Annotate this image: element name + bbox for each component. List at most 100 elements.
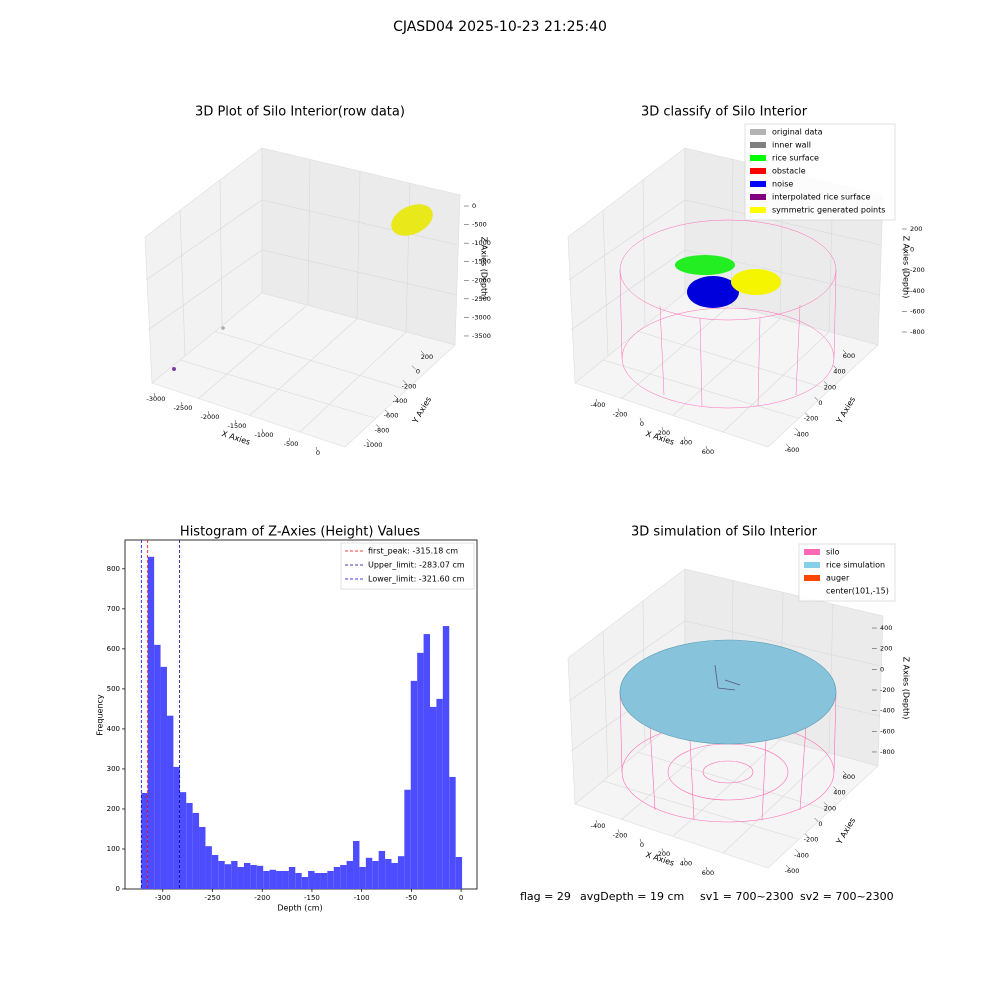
- legend-label: noise: [772, 180, 793, 189]
- tick-mark: [402, 380, 407, 385]
- tick-mark: [366, 438, 371, 443]
- tick-mark: [823, 381, 828, 386]
- x-tick-label: -1500: [228, 422, 247, 430]
- tick-mark: [683, 436, 686, 441]
- bar: [243, 862, 251, 889]
- legend-swatch: [750, 155, 766, 161]
- y-tick-label: 800: [107, 565, 120, 573]
- bar: [449, 776, 456, 889]
- y-tick-label: -200: [804, 415, 819, 423]
- z-tick-label: -200: [880, 686, 895, 694]
- bar: [455, 856, 463, 889]
- tick-mark: [705, 445, 708, 450]
- bar: [166, 715, 174, 889]
- bar: [160, 666, 167, 889]
- bar: [327, 870, 334, 889]
- y-tick-label: 600: [843, 773, 855, 781]
- y-tick-label: 500: [107, 685, 120, 693]
- x-tick-label: -2500: [174, 404, 193, 412]
- bar: [231, 860, 238, 889]
- y-tick-label: 0: [818, 820, 822, 828]
- bar: [282, 870, 289, 889]
- chart-title: 3D classify of Silo Interior: [641, 105, 808, 120]
- tick-mark: [617, 829, 620, 834]
- x-tick-label: -50: [406, 894, 417, 902]
- point-cloud: [731, 269, 781, 295]
- tick-mark: [833, 365, 838, 370]
- bar: [237, 866, 244, 889]
- y-tick-label: 200: [824, 804, 836, 812]
- legend-label: first_peak: -315.18 cm: [368, 547, 458, 556]
- tick-mark: [833, 786, 838, 791]
- y-tick-label: 400: [833, 789, 845, 797]
- tick-mark: [375, 424, 380, 429]
- tick-mark: [842, 349, 847, 354]
- legend-label: symmetric generated points: [772, 206, 885, 215]
- y-tick-label: -400: [794, 851, 809, 859]
- bar: [250, 864, 257, 889]
- bar: [314, 872, 321, 889]
- x-axis-label: X Axies: [221, 429, 252, 447]
- z-axis-label: Z Axies (Depth): [902, 236, 911, 299]
- z-tick-label: -3500: [472, 332, 491, 340]
- y-axis-label: Y Axies: [834, 816, 857, 846]
- x-tick-label: -1000: [255, 431, 274, 439]
- z-tick-label: -600: [880, 727, 895, 735]
- legend-box: [340, 542, 475, 590]
- tick-mark: [261, 428, 264, 433]
- y-tick-label: -400: [393, 397, 408, 405]
- bar: [436, 698, 443, 889]
- bar: [397, 856, 405, 889]
- z-tick-label: -600: [910, 307, 925, 315]
- z-tick-label: -3000: [472, 313, 491, 321]
- y-tick-label: -600: [785, 867, 800, 875]
- figure-title: CJASD04 2025-10-23 21:25:40: [393, 19, 607, 35]
- tick-mark: [384, 409, 389, 414]
- footer-text: flag = 29: [520, 890, 571, 903]
- legend-swatch: [750, 194, 766, 200]
- bar: [205, 846, 212, 889]
- bar: [211, 854, 219, 889]
- legend-label: inner wall: [772, 141, 811, 150]
- y-tick-label: -800: [375, 426, 390, 434]
- z-tick-label: 400: [880, 624, 892, 632]
- x-tick-label: -2000: [201, 413, 220, 421]
- x-tick-label: 400: [680, 860, 692, 868]
- tick-mark: [393, 394, 398, 399]
- tick-mark: [420, 350, 425, 355]
- x-tick-label: 0: [640, 420, 644, 428]
- bar: [173, 766, 180, 889]
- y-tick-label: -200: [804, 836, 819, 844]
- bar: [186, 802, 193, 889]
- legend-swatch: [750, 142, 766, 148]
- tick-mark: [207, 410, 210, 415]
- bar: [308, 870, 315, 889]
- bar: [288, 866, 296, 889]
- tick-mark: [705, 866, 708, 871]
- point-cloud: [391, 204, 433, 236]
- axes-panes: [144, 147, 461, 448]
- tick-mark: [814, 396, 819, 401]
- y-tick-label: 100: [107, 845, 120, 853]
- z-tick-label: -1000: [472, 239, 491, 247]
- x-tick-label: -200: [613, 410, 628, 418]
- bar: [141, 792, 148, 889]
- legend-label: Upper_limit: -283.07 cm: [368, 561, 465, 570]
- z-tick-label: -800: [880, 748, 895, 756]
- z-tick-label: 0: [910, 246, 914, 254]
- y-tick-label: -200: [402, 382, 417, 390]
- bar: [417, 652, 424, 889]
- z-tick-label: 200: [910, 225, 922, 233]
- y-tick-label: -600: [384, 412, 399, 420]
- bar: [372, 860, 379, 889]
- bar: [340, 864, 347, 889]
- bar: [224, 864, 232, 889]
- tick-mark: [639, 838, 642, 843]
- legend-swatch: [804, 588, 820, 594]
- legend-swatch: [804, 549, 820, 555]
- tick-mark: [288, 437, 291, 442]
- footer-text: avgDepth = 19 cm: [580, 890, 684, 903]
- x-tick-label: 600: [702, 869, 714, 877]
- bar: [192, 812, 200, 889]
